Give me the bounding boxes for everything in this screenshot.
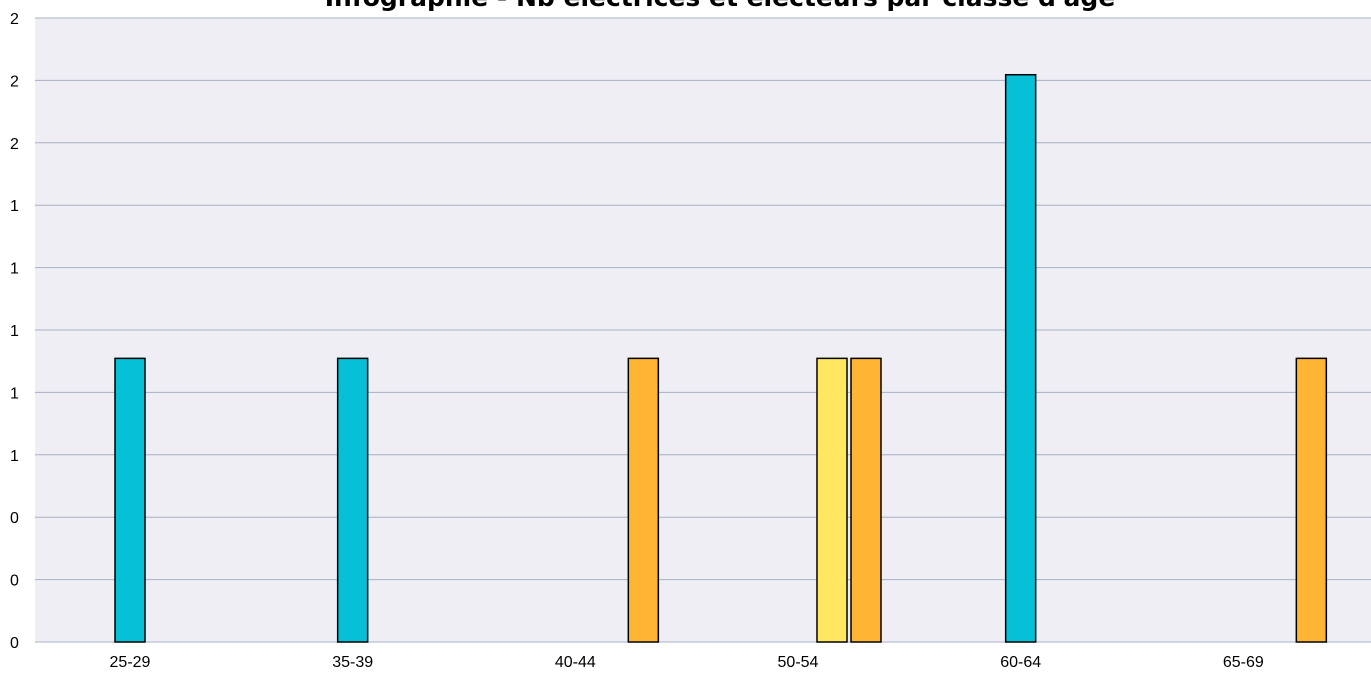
grid-lines [35,17,1371,643]
x-axis-ticks: 25-29 35-39 40-44 50-54 60-64 65-69 [110,654,1264,671]
bar-50-54-series-2 [816,357,848,643]
y-tick-label: 2 [10,11,19,28]
bar-60-64-series-1 [1004,73,1037,643]
y-tick-label: 2 [10,73,19,90]
y-tick-label: 1 [10,198,19,215]
x-tick-label: 50-54 [778,654,819,671]
bar-35-39-series-1 [336,357,369,643]
y-tick-label: 0 [10,573,19,590]
y-tick-label: 0 [10,510,19,527]
bar-25-29-series-1 [114,357,146,643]
x-tick-label: 35-39 [332,654,373,671]
y-tick-label: 2 [10,136,19,153]
y-tick-label: 0 [10,635,19,652]
y-tick-label: 1 [10,261,19,278]
y-tick-label: 1 [10,323,19,340]
x-tick-label: 25-29 [110,654,151,671]
bar-65-69-series-3 [1295,357,1328,643]
bars [114,73,1328,643]
x-tick-label: 65-69 [1223,654,1264,671]
bar-40-44-series-3 [627,357,660,643]
x-tick-label: 60-64 [1000,654,1041,671]
bar-50-54-series-3 [850,357,882,643]
chart-title: Infographie - Nb électrices et électeurs… [325,0,1116,12]
y-tick-label: 1 [10,448,19,465]
y-tick-label: 1 [10,385,19,402]
x-tick-label: 40-44 [555,654,596,671]
y-axis-ticks: 0 0 0 1 1 1 1 1 2 2 2 [10,11,19,652]
